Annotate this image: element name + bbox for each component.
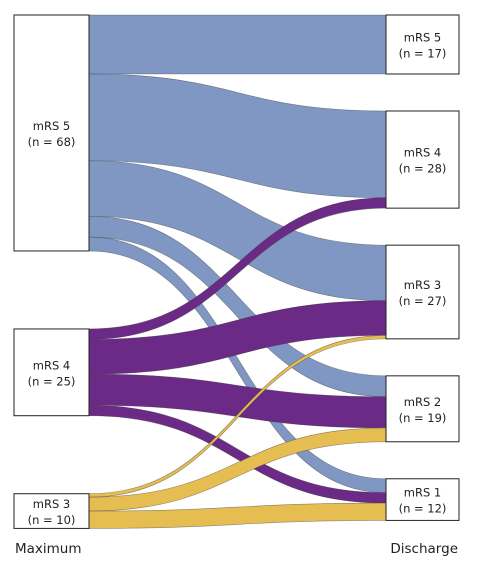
right-node-mrs-5: mRS 5 (n = 17) [385,14,460,75]
nodes-layer: mRS 5(n = 68)mRS 4(n = 25)mRS 3(n = 10)m… [13,14,460,529]
node-name: mRS 5 [404,30,441,44]
flows-layer [88,14,387,529]
node-name: mRS 2 [404,395,441,409]
axis-label-discharge: Discharge [390,541,458,557]
node-count: (n = 19) [399,411,447,425]
node-count: (n = 17) [399,46,447,60]
node-box [13,493,90,529]
node-name: mRS 1 [404,486,441,500]
node-name: mRS 3 [404,278,441,292]
node-box [385,14,460,75]
node-name: mRS 3 [33,497,70,511]
right-node-mrs-3: mRS 3 (n = 27) [385,244,460,340]
flow-l5-to-r5 [88,14,387,75]
node-count: (n = 28) [399,162,447,176]
node-box [385,244,460,340]
axis-label-maximum: Maximum [15,541,82,557]
node-count: (n = 68) [28,135,76,149]
right-node-mrs-1: mRS 1 (n = 12) [385,478,460,521]
node-name: mRS 4 [404,146,441,160]
right-node-mrs-2: mRS 2 (n = 19) [385,375,460,443]
left-node-mrs-3: mRS 3 (n = 10) [13,493,90,529]
node-count: (n = 12) [399,502,447,516]
node-count: (n = 25) [28,374,76,388]
node-name: mRS 5 [33,119,70,133]
node-box [385,478,460,521]
left-node-mrs-4: mRS 4 (n = 25) [13,328,90,417]
right-node-mrs-4: mRS 4 (n = 28) [385,110,460,209]
node-name: mRS 4 [33,358,70,372]
node-box [13,14,90,252]
node-box [385,375,460,443]
node-count: (n = 10) [28,513,76,527]
node-box [13,328,90,417]
node-box [385,110,460,209]
node-count: (n = 27) [399,294,447,308]
left-node-mrs-5: mRS 5 (n = 68) [13,14,90,252]
